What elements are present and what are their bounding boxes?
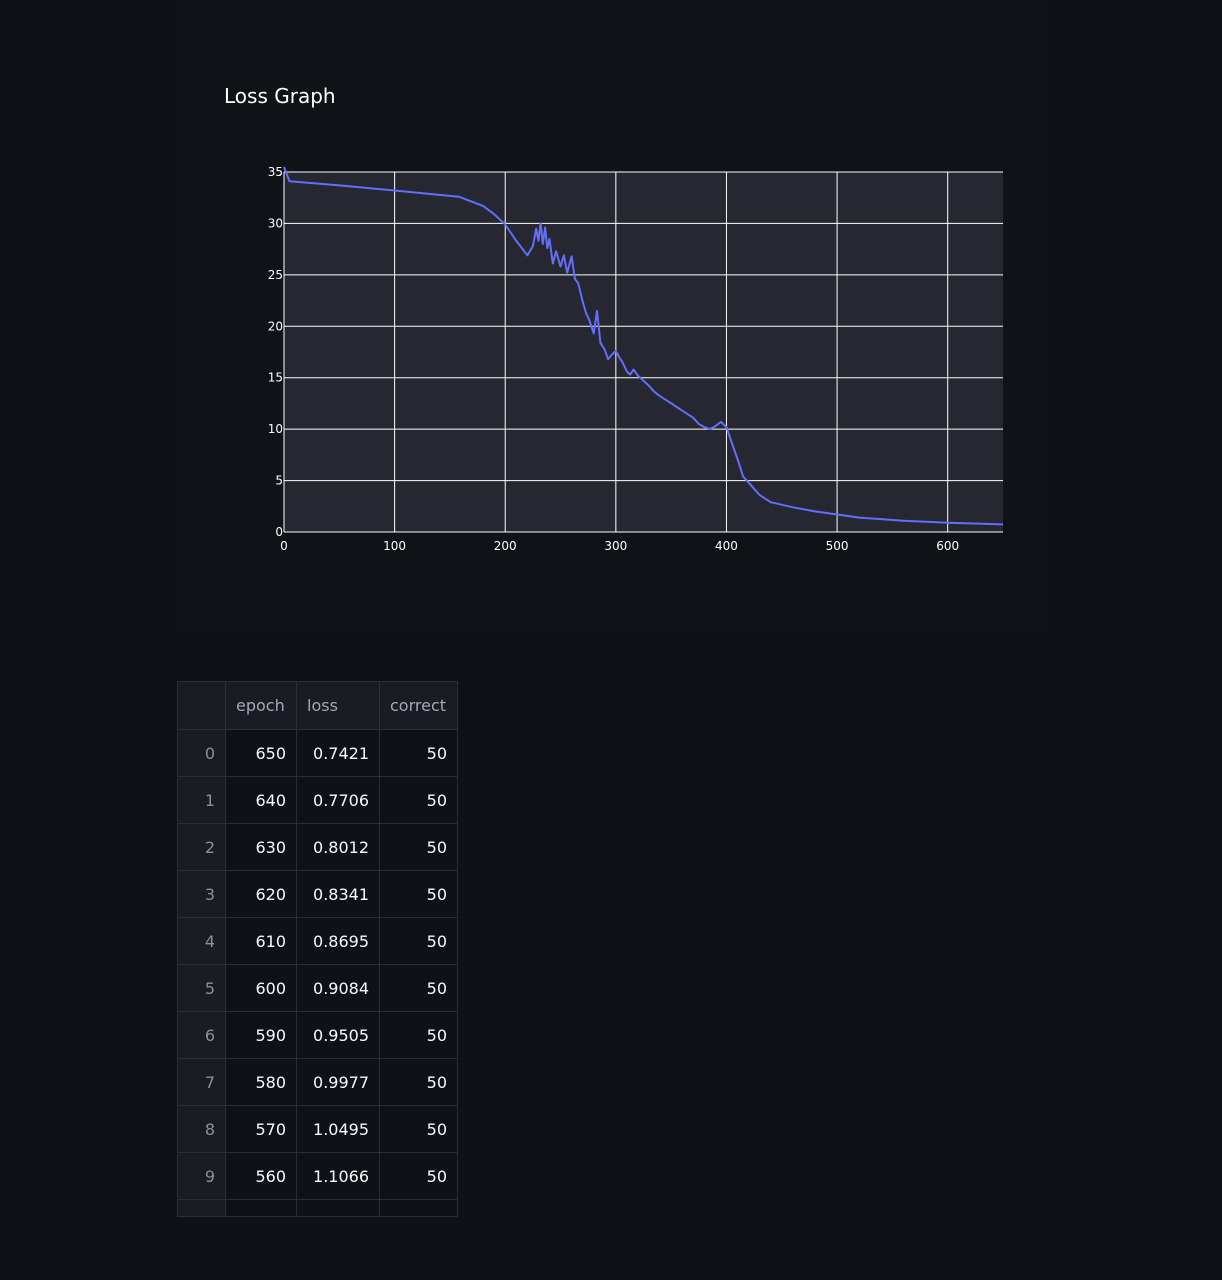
correct-cell[interactable]: 50 (379, 729, 458, 777)
table-row[interactable]: 9 560 1.1066 50 (177, 1152, 458, 1200)
row-index: 0 (177, 729, 226, 777)
x-tick-label: 400 (715, 539, 738, 553)
y-tick-label: 10 (268, 422, 283, 436)
epoch-cell[interactable]: 580 (225, 1058, 297, 1106)
loss-cell[interactable]: 0.9977 (296, 1058, 380, 1106)
correct-cell[interactable]: 50 (379, 776, 458, 824)
y-tick-label: 0 (275, 525, 283, 539)
row-index: 5 (177, 964, 226, 1012)
loss-cell[interactable]: 0.8695 (296, 917, 380, 965)
row-index: 6 (177, 1011, 226, 1059)
epoch-cell[interactable]: 640 (225, 776, 297, 824)
loss-cell[interactable]: 0.7421 (296, 729, 380, 777)
partial-cell (225, 1199, 297, 1217)
table-row[interactable]: 7 580 0.9977 50 (177, 1058, 458, 1106)
index-header (177, 681, 226, 730)
epoch-cell[interactable]: 600 (225, 964, 297, 1012)
table-row[interactable]: 0 650 0.7421 50 (177, 729, 458, 777)
loss-cell[interactable]: 0.8012 (296, 823, 380, 871)
x-tick-labels: 0 100 200 300 400 500 600 (280, 539, 959, 553)
loss-cell[interactable]: 1.1066 (296, 1152, 380, 1200)
correct-cell[interactable]: 50 (379, 1011, 458, 1059)
table-row[interactable]: 2 630 0.8012 50 (177, 823, 458, 871)
grid-lines (283, 171, 1003, 533)
x-tick-label: 100 (383, 539, 406, 553)
epoch-cell[interactable]: 620 (225, 870, 297, 918)
y-tick-labels: 0 5 10 15 20 25 30 35 (268, 165, 283, 539)
row-index: 2 (177, 823, 226, 871)
epoch-cell[interactable]: 650 (225, 729, 297, 777)
epoch-cell[interactable]: 560 (225, 1152, 297, 1200)
partial-cell (177, 1199, 226, 1217)
epoch-cell[interactable]: 630 (225, 823, 297, 871)
table-header-row: epoch loss correct (177, 681, 458, 730)
table-row[interactable]: 3 620 0.8341 50 (177, 870, 458, 918)
row-index: 1 (177, 776, 226, 824)
chart-title: Loss Graph (224, 84, 336, 108)
row-index: 4 (177, 917, 226, 965)
epoch-table[interactable]: epoch loss correct 0 650 0.7421 50 1 640 0.770… (177, 681, 458, 1217)
y-tick-label: 15 (268, 371, 283, 385)
table-row[interactable]: 6 590 0.9505 50 (177, 1011, 458, 1059)
partial-cell (296, 1199, 380, 1217)
epoch-cell[interactable]: 610 (225, 917, 297, 965)
correct-cell[interactable]: 50 (379, 870, 458, 918)
y-tick-label: 25 (268, 268, 283, 282)
partial-cell (379, 1199, 458, 1217)
loss-cell[interactable]: 1.0495 (296, 1105, 380, 1153)
table-row[interactable]: 5 600 0.9084 50 (177, 964, 458, 1012)
loss-cell[interactable]: 0.7706 (296, 776, 380, 824)
x-tick-label: 0 (280, 539, 288, 553)
plot-area (284, 172, 1003, 532)
correct-cell[interactable]: 50 (379, 1152, 458, 1200)
y-tick-label: 5 (275, 474, 283, 488)
epoch-header[interactable]: epoch (225, 681, 297, 730)
row-index: 9 (177, 1152, 226, 1200)
correct-cell[interactable]: 50 (379, 964, 458, 1012)
correct-cell[interactable]: 50 (379, 917, 458, 965)
epoch-cell[interactable]: 590 (225, 1011, 297, 1059)
correct-cell[interactable]: 50 (379, 823, 458, 871)
table-row[interactable]: 1 640 0.7706 50 (177, 776, 458, 824)
loss-chart[interactable]: 0 100 200 300 400 500 600 0 5 10 15 20 25 30 35 (0, 0, 1222, 600)
correct-header[interactable]: correct (379, 681, 458, 730)
table-row[interactable]: 4 610 0.8695 50 (177, 917, 458, 965)
loss-line[interactable] (283, 166, 1004, 526)
y-tick-label: 35 (268, 165, 283, 179)
epoch-cell[interactable]: 570 (225, 1105, 297, 1153)
table-row[interactable]: 8 570 1.0495 50 (177, 1105, 458, 1153)
loss-cell[interactable]: 0.9505 (296, 1011, 380, 1059)
correct-cell[interactable]: 50 (379, 1105, 458, 1153)
row-index: 7 (177, 1058, 226, 1106)
loss-cell[interactable]: 0.8341 (296, 870, 380, 918)
table-row-partial (177, 1199, 458, 1217)
loss-cell[interactable]: 0.9084 (296, 964, 380, 1012)
x-tick-label: 200 (494, 539, 517, 553)
row-index: 8 (177, 1105, 226, 1153)
y-tick-label: 20 (268, 319, 283, 333)
row-index: 3 (177, 870, 226, 918)
correct-cell[interactable]: 50 (379, 1058, 458, 1106)
y-tick-label: 30 (268, 216, 283, 230)
x-tick-label: 500 (826, 539, 849, 553)
loss-header[interactable]: loss (296, 681, 380, 730)
x-tick-label: 600 (936, 539, 959, 553)
x-tick-label: 300 (604, 539, 627, 553)
